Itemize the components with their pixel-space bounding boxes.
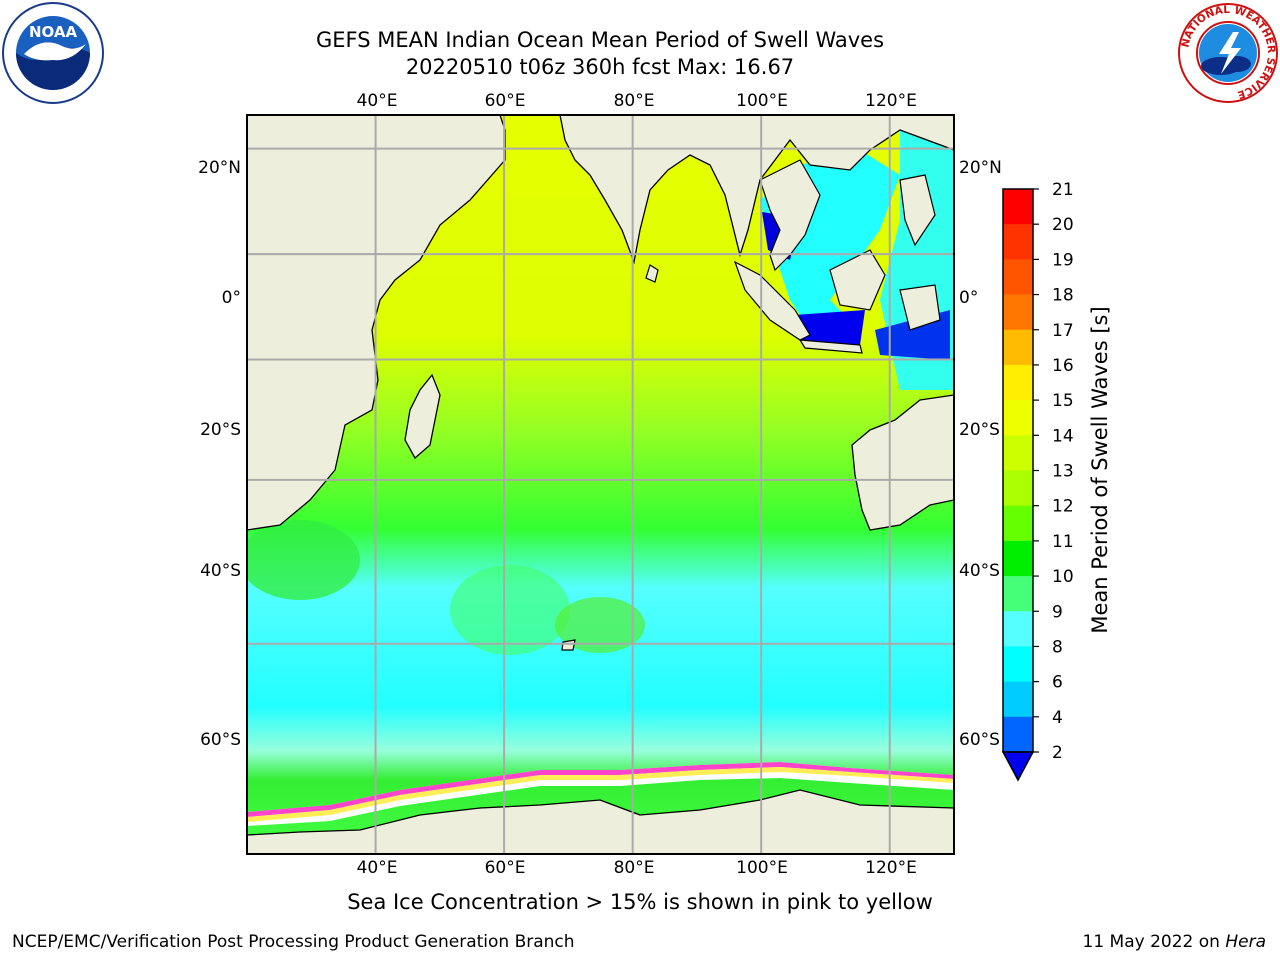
land-madagascar (404, 373, 441, 460)
land-indochina (759, 159, 821, 272)
colorbar-tick-label: 11 (1052, 532, 1074, 552)
land-sulawesi (899, 284, 941, 331)
land-australia (851, 394, 954, 531)
lat-tick-left: 40°S (200, 561, 241, 581)
field-patch-green-west (247, 520, 360, 600)
sea-ice-caption: Sea Ice Concentration > 15% is shown in … (347, 890, 933, 914)
colorbar-segment (1003, 576, 1033, 612)
colorbar-tick-label: 21 (1052, 180, 1074, 200)
lon-tick-bottom: 120°E (865, 858, 917, 878)
footer-credit: NCEP/EMC/Verification Post Processing Pr… (12, 932, 575, 952)
lon-labels-bottom: 40°E 60°E 80°E 100°E 120°E (357, 858, 917, 878)
colorbar-tick-label: 14 (1052, 426, 1074, 446)
colorbar-segment (1003, 400, 1033, 436)
colorbar-tick-labels: 21 20 19 18 17 16 15 14 13 12 11 10 9 8 6 4 2 (1033, 180, 1074, 763)
footer-date-text: 11 May 2022 on (1082, 932, 1226, 952)
lat-tick-right: 0° (959, 288, 978, 308)
colorbar-segment (1003, 646, 1033, 683)
colorbar-segment (1003, 259, 1033, 296)
noaa-logo-text: NOAA (29, 23, 78, 41)
colorbar-tick-label: 6 (1052, 673, 1063, 693)
colorbar (1001, 188, 1035, 782)
colorbar-tick-label: 20 (1052, 215, 1074, 235)
lat-tick-left: 20°S (200, 420, 241, 440)
colorbar-tick-label: 19 (1052, 250, 1074, 270)
noaa-logo: NOAA (2, 2, 104, 104)
colorbar-segment (1003, 435, 1033, 471)
colorbar-segment (1003, 716, 1033, 753)
colorbar-tick-label: 15 (1052, 391, 1074, 411)
colorbar-tick-label: 17 (1052, 321, 1074, 341)
colorbar-segment (1003, 329, 1033, 366)
colorbar-segment (1003, 681, 1033, 718)
lon-tick-bottom: 40°E (357, 858, 398, 878)
colorbar-extend-arrow (1001, 751, 1035, 782)
lon-tick-bottom: 80°E (614, 858, 655, 878)
land-kerguelen (561, 639, 576, 651)
lat-tick-right: 20°S (959, 420, 1000, 440)
lon-tick-top: 100°E (736, 91, 788, 111)
colorbar-segment (1003, 540, 1033, 577)
lat-tick-right: 60°S (959, 730, 1000, 750)
lat-tick-left: 20°N (198, 158, 241, 178)
map-frame (246, 114, 955, 855)
colorbar-tick-label: 4 (1052, 708, 1063, 728)
colorbar-segment (1003, 364, 1033, 401)
colorbar-tick-label: 12 (1052, 497, 1074, 517)
map-gridlines (247, 115, 954, 854)
colorbar-tick-label: 2 (1052, 743, 1063, 763)
colorbar-segment (1003, 294, 1033, 331)
lat-labels-left: 20°N 0° 20°S 40°S 60°S (198, 158, 241, 750)
chart-title: GEFS MEAN Indian Ocean Mean Period of Sw… (315, 28, 885, 52)
colorbar-tick-label: 16 (1052, 356, 1074, 376)
land-java (798, 339, 863, 354)
colorbar-segment (1003, 189, 1033, 225)
lat-tick-left: 0° (222, 288, 241, 308)
colorbar-tick-label: 9 (1052, 602, 1063, 622)
footer-date: 11 May 2022 on Hera (1083, 932, 1267, 952)
sea-ice-yellow-edge (247, 767, 954, 822)
land-india-asia (559, 115, 954, 265)
field-patch-green-central (450, 565, 570, 655)
lat-tick-left: 60°S (200, 730, 241, 750)
sea-ice-white (247, 762, 954, 826)
land-sumatra (733, 260, 811, 341)
colorbar-segment (1003, 470, 1033, 507)
colorbar-tick-label: 13 (1052, 462, 1074, 482)
lat-labels-right: 20°N 0° 20°S 40°S 60°S (959, 158, 1002, 750)
land-sri-lanka (645, 264, 659, 283)
field-patch-blue-java-sea (795, 310, 865, 345)
field-patch-green-kerguelen (555, 597, 645, 653)
colorbar-tick-label: 18 (1052, 286, 1074, 306)
chart-subtitle: 20220510 t06z 360h fcst Max: 16.67 (405, 55, 795, 79)
sea-ice-pink-edge (247, 762, 954, 817)
land-philippines (899, 174, 936, 247)
lat-tick-right: 20°N (959, 158, 1002, 178)
colorbar-tick-label: 8 (1052, 637, 1063, 657)
lon-tick-top: 40°E (357, 91, 398, 111)
lat-tick-right: 40°S (959, 561, 1000, 581)
lon-tick-top: 80°E (614, 91, 655, 111)
nws-logo: NATIONAL WEATHER SERVICE (1178, 3, 1278, 103)
colorbar-tick-label: 10 (1052, 567, 1074, 587)
colorbar-segment (1003, 611, 1033, 647)
colorbar-segment (1003, 505, 1033, 542)
footer-host: Hera (1225, 932, 1266, 952)
colorbar-label: Mean Period of Swell Waves [s] (1088, 306, 1112, 633)
lon-tick-top: 120°E (865, 91, 917, 111)
lon-tick-top: 60°E (485, 91, 526, 111)
lon-tick-bottom: 100°E (736, 858, 788, 878)
lon-tick-bottom: 60°E (485, 858, 526, 878)
colorbar-segment (1003, 224, 1033, 260)
lon-labels-top: 40°E 60°E 80°E 100°E 120°E (357, 91, 917, 111)
land-antarctica (247, 789, 954, 854)
